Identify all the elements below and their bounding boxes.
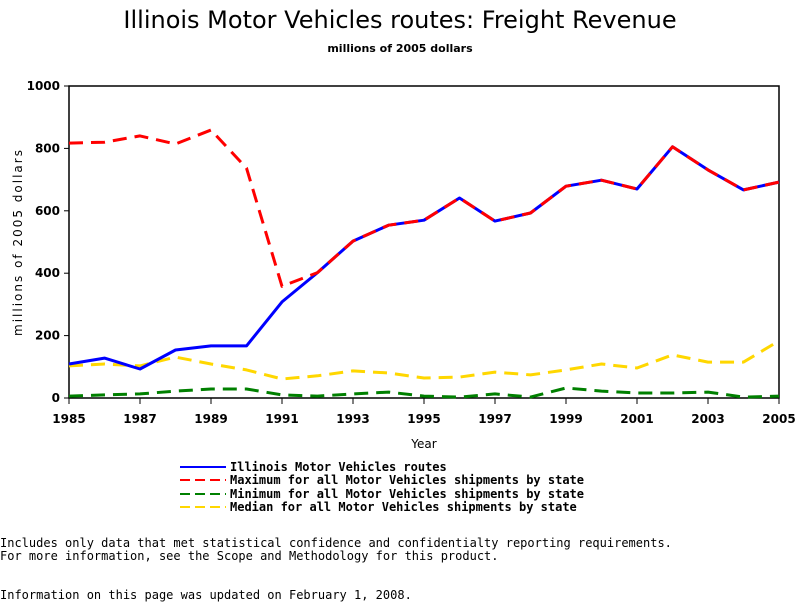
- legend-label: Illinois Motor Vehicles routes: [230, 460, 447, 474]
- x-tick-label: 2005: [762, 412, 795, 426]
- note-methodology: For more information, see the Scope and …: [0, 550, 672, 563]
- series-line-1: [69, 130, 779, 286]
- legend-item: Maximum for all Motor Vehicles shipments…: [180, 474, 584, 488]
- x-tick-label: 2001: [620, 412, 653, 426]
- y-tick-label: 1000: [27, 79, 60, 93]
- legend-swatch: [180, 502, 226, 512]
- legend-item: Minimum for all Motor Vehicles shipments…: [180, 487, 584, 501]
- series-line-2: [69, 388, 779, 397]
- y-axis-title: millions of 2005 dollars: [11, 148, 25, 336]
- legend-swatch: [180, 462, 226, 472]
- y-tick-label: 400: [35, 266, 60, 280]
- legend-item: Illinois Motor Vehicles routes: [180, 460, 584, 474]
- axes: 0 200 400 600 800 1000 1985 1987 1989 1991 1993 199…: [27, 79, 796, 426]
- footnotes: Includes only data that met statistical …: [0, 537, 672, 563]
- x-tick-label: 1985: [52, 412, 85, 426]
- y-tick-label: 600: [35, 204, 60, 218]
- y-tick-label: 800: [35, 141, 60, 155]
- line-chart: 0 200 400 600 800 1000 1985 1987 1989 1991 1993 199…: [0, 0, 800, 460]
- x-tick-label: 2003: [691, 412, 724, 426]
- x-tick-label: 1991: [265, 412, 298, 426]
- x-tick-label: 1997: [478, 412, 511, 426]
- x-tick-label: 1987: [123, 412, 156, 426]
- y-tick-label: 200: [35, 329, 60, 343]
- series-line-0: [69, 147, 779, 369]
- legend-label: Median for all Motor Vehicles shipments …: [230, 500, 577, 514]
- x-tick-label: 1999: [549, 412, 582, 426]
- x-tick-label: 1993: [336, 412, 369, 426]
- legend-label: Minimum for all Motor Vehicles shipments…: [230, 487, 584, 501]
- x-axis-title: Year: [410, 437, 436, 451]
- legend-label: Maximum for all Motor Vehicles shipments…: [230, 473, 584, 487]
- series-lines: [69, 130, 779, 397]
- x-tick-label: 1995: [407, 412, 440, 426]
- legend-swatch: [180, 489, 226, 499]
- legend-item: Median for all Motor Vehicles shipments …: [180, 501, 584, 515]
- x-tick-label: 1989: [194, 412, 227, 426]
- series-line-3: [69, 341, 779, 379]
- y-tick-label: 0: [52, 391, 60, 405]
- legend-swatch: [180, 475, 226, 485]
